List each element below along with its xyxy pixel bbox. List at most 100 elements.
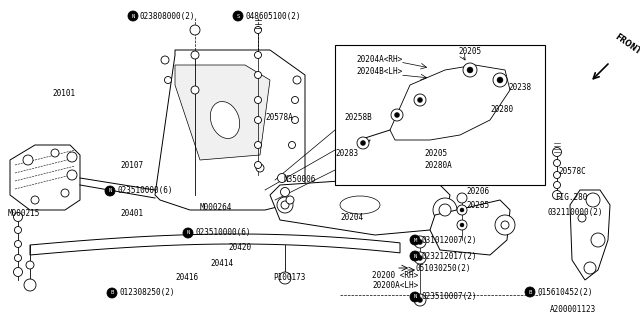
Text: 20205: 20205 — [424, 148, 447, 157]
Text: 20101: 20101 — [52, 89, 75, 98]
Text: 032110000(2): 032110000(2) — [548, 209, 604, 218]
Text: 031012007(2): 031012007(2) — [422, 236, 477, 244]
Text: 20420: 20420 — [228, 244, 251, 252]
Text: B: B — [529, 290, 532, 294]
Circle shape — [233, 11, 243, 21]
Circle shape — [460, 223, 464, 227]
Circle shape — [394, 113, 399, 117]
Circle shape — [24, 279, 36, 291]
Ellipse shape — [211, 101, 239, 139]
Text: N: N — [413, 253, 417, 259]
Text: P100173: P100173 — [273, 274, 305, 283]
Circle shape — [105, 186, 115, 196]
Circle shape — [161, 56, 169, 64]
Text: S: S — [236, 13, 239, 19]
Polygon shape — [570, 190, 610, 280]
Polygon shape — [10, 145, 80, 210]
Circle shape — [591, 233, 605, 247]
Text: N350006: N350006 — [284, 174, 316, 183]
Circle shape — [414, 236, 426, 248]
Text: M000215: M000215 — [8, 209, 40, 218]
Circle shape — [191, 86, 199, 94]
Circle shape — [501, 221, 509, 229]
Circle shape — [281, 201, 289, 209]
Circle shape — [584, 262, 596, 274]
Text: 015610452(2): 015610452(2) — [537, 287, 593, 297]
Circle shape — [414, 252, 426, 264]
Circle shape — [15, 254, 22, 261]
Circle shape — [280, 188, 289, 196]
Text: 023510000(6): 023510000(6) — [195, 228, 250, 237]
Text: M000264: M000264 — [200, 203, 232, 212]
Circle shape — [67, 170, 77, 180]
Circle shape — [463, 63, 477, 77]
Ellipse shape — [340, 196, 380, 214]
Text: 20205: 20205 — [458, 47, 481, 57]
Circle shape — [495, 215, 515, 235]
Circle shape — [255, 162, 262, 169]
Text: 20578A: 20578A — [265, 114, 292, 123]
Text: 023212017(2): 023212017(2) — [422, 252, 477, 260]
Circle shape — [128, 11, 138, 21]
Text: 023510000(6): 023510000(6) — [117, 187, 173, 196]
Circle shape — [13, 268, 22, 276]
Text: N: N — [413, 294, 417, 300]
Circle shape — [15, 241, 22, 247]
Text: 20578C: 20578C — [558, 166, 586, 175]
Text: B: B — [110, 291, 114, 295]
Text: 20204A<RH>: 20204A<RH> — [356, 55, 403, 65]
Text: 20200 <RH>: 20200 <RH> — [372, 270, 419, 279]
Circle shape — [410, 235, 420, 245]
Circle shape — [279, 272, 291, 284]
Circle shape — [255, 27, 262, 34]
Text: 048605100(2): 048605100(2) — [245, 12, 301, 20]
Circle shape — [578, 214, 586, 222]
Circle shape — [457, 193, 467, 203]
Circle shape — [554, 181, 561, 188]
Polygon shape — [390, 65, 510, 140]
Circle shape — [190, 25, 200, 35]
Circle shape — [410, 292, 420, 302]
Circle shape — [255, 116, 262, 124]
Circle shape — [360, 140, 365, 146]
Circle shape — [586, 193, 600, 207]
Text: M: M — [413, 237, 417, 243]
Circle shape — [26, 261, 34, 269]
Circle shape — [13, 212, 22, 221]
Circle shape — [278, 173, 287, 182]
Polygon shape — [270, 175, 450, 235]
Circle shape — [414, 294, 426, 306]
Circle shape — [497, 77, 503, 83]
Text: 20283: 20283 — [335, 148, 358, 157]
Text: 012308250(2): 012308250(2) — [119, 289, 175, 298]
Text: 20206: 20206 — [466, 187, 489, 196]
Text: 20414: 20414 — [210, 259, 233, 268]
Circle shape — [417, 255, 422, 260]
Circle shape — [554, 172, 561, 179]
Circle shape — [191, 51, 199, 59]
Circle shape — [255, 52, 262, 59]
Circle shape — [552, 148, 561, 156]
Circle shape — [286, 196, 294, 204]
Text: 20285: 20285 — [466, 202, 489, 211]
Text: N: N — [131, 13, 134, 19]
Circle shape — [414, 94, 426, 106]
Text: 20238: 20238 — [508, 84, 531, 92]
Circle shape — [61, 189, 69, 197]
Text: 023808000(2): 023808000(2) — [140, 12, 195, 20]
Text: A200001123: A200001123 — [550, 306, 596, 315]
Circle shape — [417, 298, 422, 302]
Circle shape — [554, 159, 561, 166]
Circle shape — [457, 205, 467, 215]
Circle shape — [255, 97, 262, 103]
Text: 20401: 20401 — [120, 209, 143, 218]
Circle shape — [67, 152, 77, 162]
Circle shape — [164, 76, 172, 84]
Text: 20280A: 20280A — [424, 161, 452, 170]
Circle shape — [493, 73, 507, 87]
Circle shape — [31, 196, 39, 204]
Circle shape — [255, 141, 262, 148]
Circle shape — [417, 98, 422, 102]
Text: N: N — [186, 230, 189, 236]
Polygon shape — [430, 200, 510, 255]
